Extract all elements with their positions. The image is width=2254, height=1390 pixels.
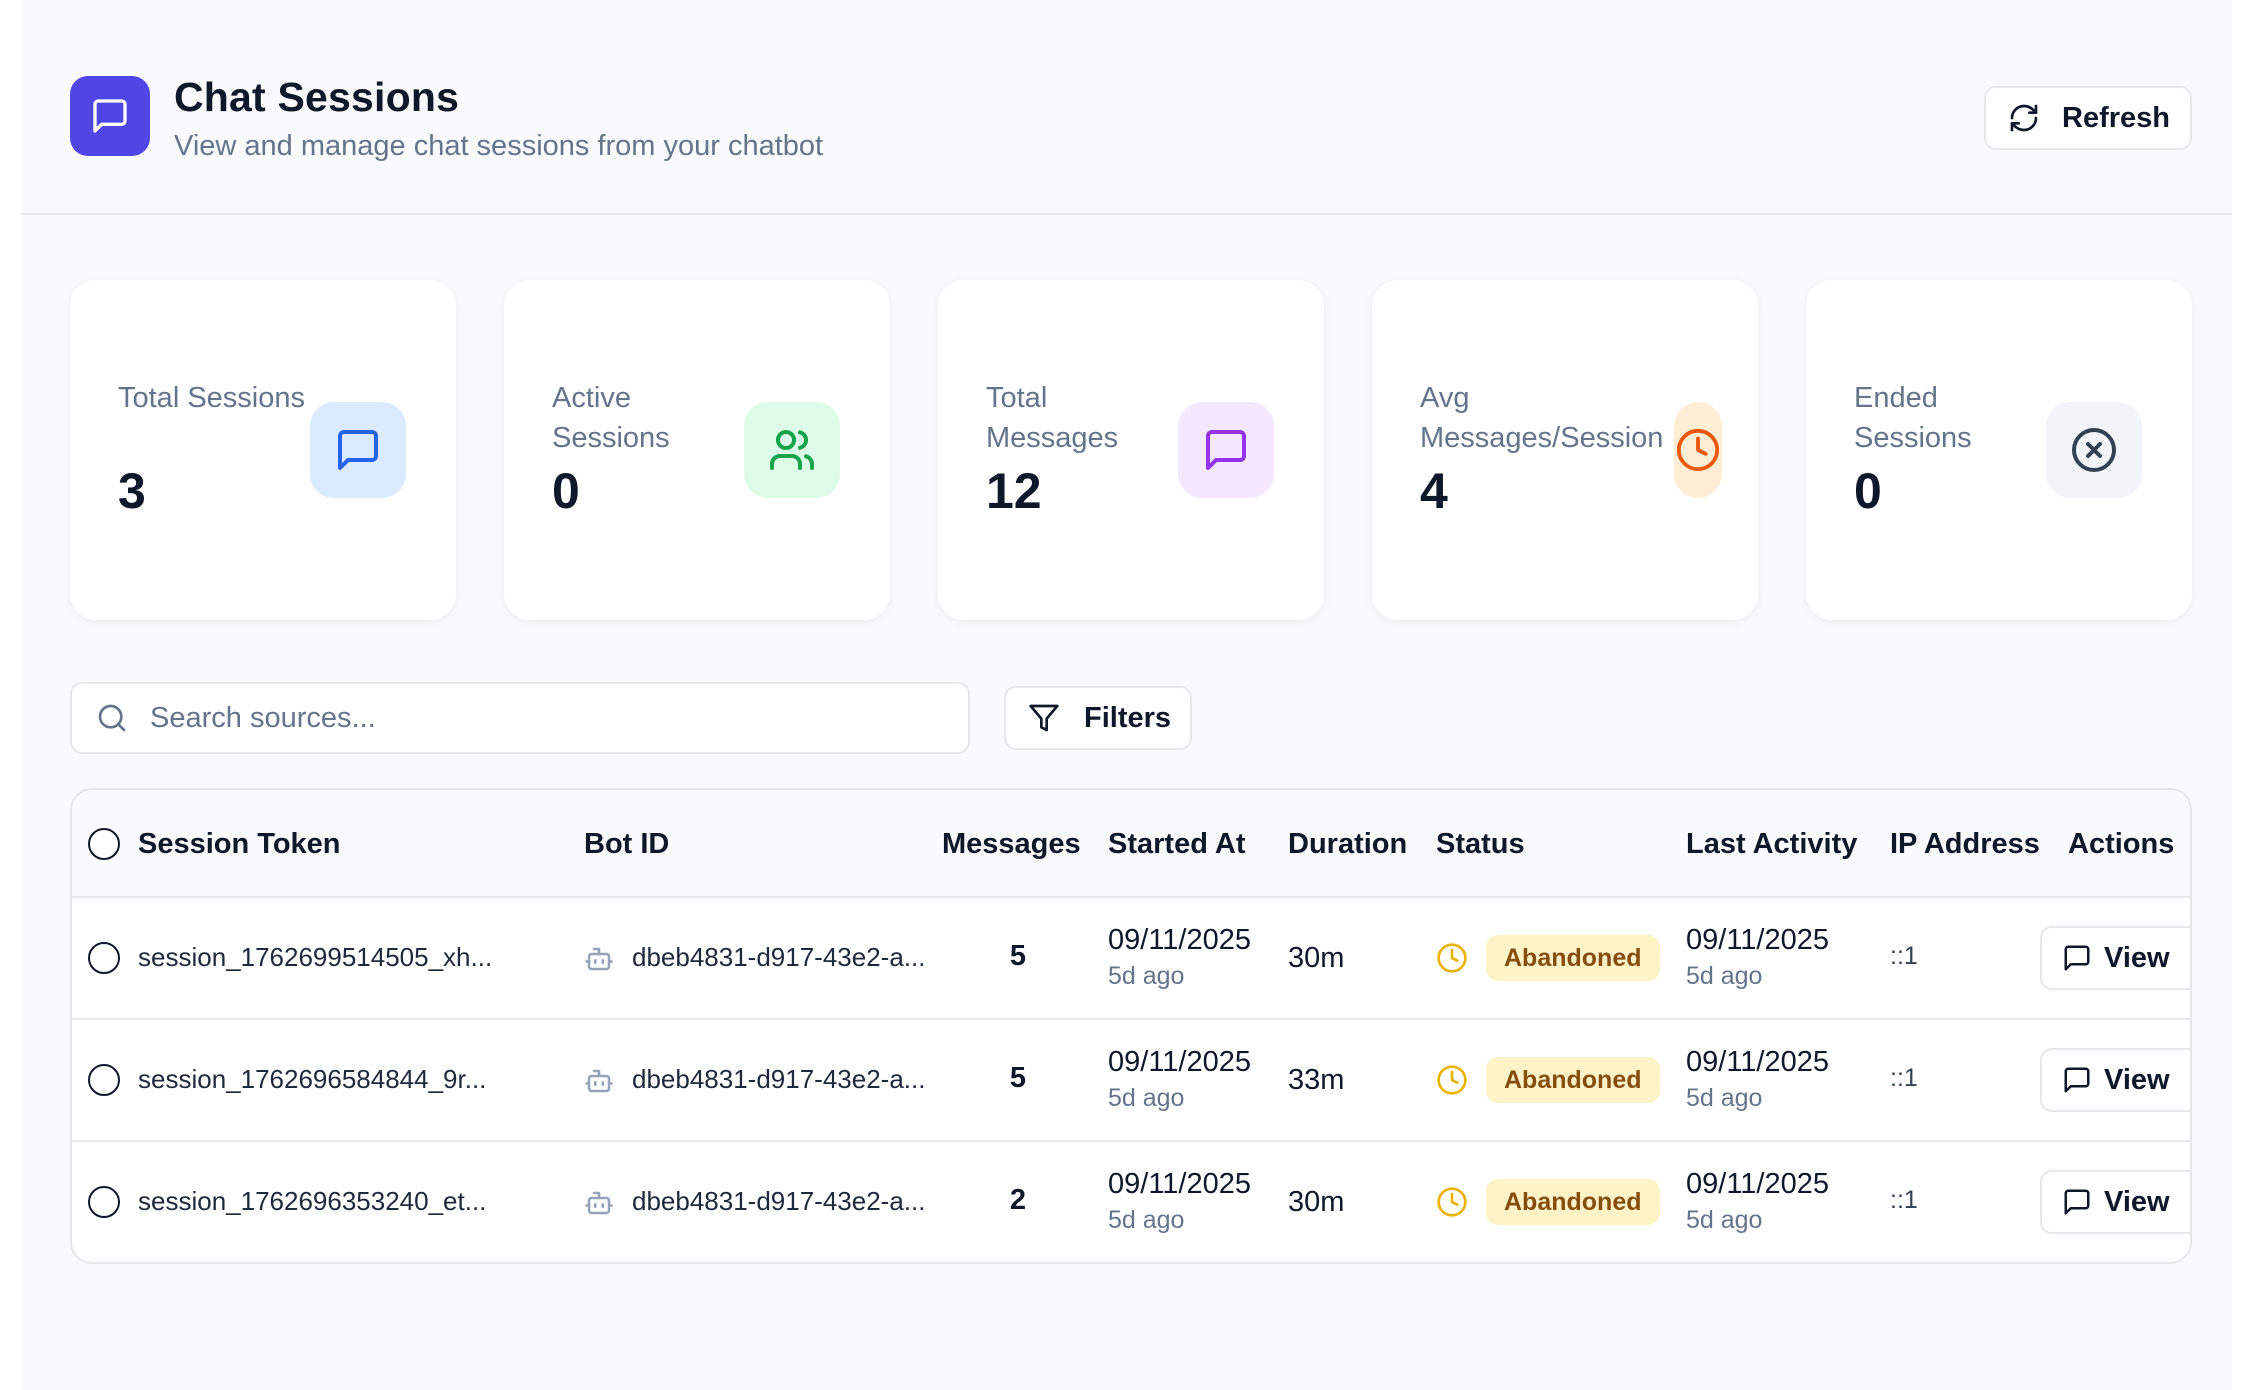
ip-address: ::1 bbox=[1890, 1064, 1918, 1092]
duration: 30m bbox=[1288, 1186, 1345, 1218]
col-started-at[interactable]: Started At bbox=[1108, 828, 1246, 860]
started-at: 09/11/2025 bbox=[1108, 1046, 1251, 1078]
stat-value: 0 bbox=[1854, 463, 1882, 519]
x-circle-icon bbox=[2046, 402, 2142, 498]
started-relative: 5d ago bbox=[1108, 1084, 1185, 1112]
search-icon bbox=[96, 702, 128, 734]
col-ip-address[interactable]: IP Address bbox=[1890, 828, 2040, 860]
duration: 33m bbox=[1288, 1064, 1345, 1096]
col-duration[interactable]: Duration bbox=[1288, 828, 1408, 860]
message-count: 2 bbox=[1009, 1184, 1027, 1216]
last-activity: 09/11/2025 bbox=[1686, 924, 1829, 956]
session-token: session_1762696584844_9r... bbox=[138, 1064, 487, 1094]
sessions-table: Session Token Bot ID Messages Started At… bbox=[70, 788, 2192, 1264]
status-badge: Abandoned bbox=[1486, 1179, 1660, 1225]
started-relative: 5d ago bbox=[1108, 1206, 1185, 1234]
duration: 30m bbox=[1288, 942, 1345, 974]
last-activity-relative: 5d ago bbox=[1686, 962, 1763, 990]
page-title: Chat Sessions bbox=[174, 74, 460, 120]
stat-card-ended-sessions: Ended Sessions 0 bbox=[1806, 280, 2192, 620]
last-activity: 09/11/2025 bbox=[1686, 1168, 1829, 1200]
filters-button[interactable]: Filters bbox=[1004, 686, 1192, 750]
status-badge: Abandoned bbox=[1486, 935, 1660, 981]
stat-value: 12 bbox=[986, 463, 1042, 519]
row-checkbox[interactable] bbox=[88, 942, 120, 974]
message-square-icon bbox=[2062, 943, 2092, 973]
ip-address: ::1 bbox=[1890, 1186, 1918, 1214]
session-token: session_1762699514505_xh... bbox=[138, 942, 493, 972]
table-header: Session Token Bot ID Messages Started At… bbox=[72, 790, 2190, 898]
stat-label: Active Sessions bbox=[552, 382, 670, 454]
message-square-icon bbox=[2062, 1065, 2092, 1095]
page-subtitle: View and manage chat sessions from your … bbox=[174, 130, 824, 162]
stat-value: 0 bbox=[552, 463, 580, 519]
table-row[interactable]: session_1762699514505_xh... dbeb4831-d91… bbox=[72, 898, 2190, 1020]
col-session-token[interactable]: Session Token bbox=[138, 828, 341, 860]
users-icon bbox=[744, 402, 840, 498]
last-activity-relative: 5d ago bbox=[1686, 1206, 1763, 1234]
col-messages[interactable]: Messages bbox=[942, 828, 1081, 860]
stat-label: Ended Sessions bbox=[1854, 382, 1972, 454]
stat-label: Total Sessions bbox=[118, 382, 305, 414]
refresh-button[interactable]: Refresh bbox=[1984, 86, 2192, 150]
col-status[interactable]: Status bbox=[1436, 828, 1525, 860]
select-all-checkbox[interactable] bbox=[88, 828, 120, 860]
bot-id: dbeb4831-d917-43e2-a... bbox=[632, 942, 926, 972]
bot-icon bbox=[584, 1188, 614, 1218]
message-square-icon bbox=[1178, 402, 1274, 498]
bot-id: dbeb4831-d917-43e2-a... bbox=[632, 1186, 926, 1216]
bot-icon bbox=[584, 1066, 614, 1096]
stat-value: 3 bbox=[118, 463, 146, 519]
refresh-label: Refresh bbox=[2062, 101, 2170, 134]
last-activity-relative: 5d ago bbox=[1686, 1084, 1763, 1112]
status-badge: Abandoned bbox=[1486, 1057, 1660, 1103]
clock-icon bbox=[1674, 402, 1722, 498]
message-count: 5 bbox=[1009, 940, 1027, 972]
last-activity: 09/11/2025 bbox=[1686, 1046, 1829, 1078]
refresh-icon bbox=[2008, 102, 2040, 134]
filter-icon bbox=[1028, 702, 1060, 734]
clock-icon bbox=[1436, 1064, 1468, 1096]
stat-card-active-sessions: Active Sessions 0 bbox=[504, 280, 890, 620]
col-bot-id[interactable]: Bot ID bbox=[584, 828, 670, 860]
bot-id: dbeb4831-d917-43e2-a... bbox=[632, 1064, 926, 1094]
message-count: 5 bbox=[1009, 1062, 1027, 1094]
page-header: Chat Sessions View and manage chat sessi… bbox=[22, 0, 2232, 215]
view-label: View bbox=[2104, 941, 2170, 974]
table-row[interactable]: session_1762696353240_et... dbeb4831-d91… bbox=[72, 1142, 2190, 1262]
app-root: Chat Sessions View and manage chat sessi… bbox=[22, 0, 2232, 1390]
bot-icon bbox=[584, 944, 614, 974]
stat-label: Avg Messages/Session bbox=[1420, 382, 1664, 454]
session-token: session_1762696353240_et... bbox=[138, 1186, 487, 1216]
row-checkbox[interactable] bbox=[88, 1064, 120, 1096]
stat-label: Total Messages bbox=[986, 382, 1119, 454]
started-relative: 5d ago bbox=[1108, 962, 1185, 990]
clock-icon bbox=[1436, 1186, 1468, 1218]
row-checkbox[interactable] bbox=[88, 1186, 120, 1218]
stat-card-avg-messages: Avg Messages/Session 4 bbox=[1372, 280, 1758, 620]
message-square-icon bbox=[2062, 1187, 2092, 1217]
col-actions: Actions bbox=[2068, 828, 2175, 860]
started-at: 09/11/2025 bbox=[1108, 924, 1251, 956]
ip-address: ::1 bbox=[1890, 942, 1918, 970]
table-row[interactable]: session_1762696584844_9r... dbeb4831-d91… bbox=[72, 1020, 2190, 1142]
stat-value: 4 bbox=[1420, 463, 1448, 519]
view-button[interactable]: View bbox=[2040, 926, 2190, 990]
stat-card-total-messages: Total Messages 12 bbox=[938, 280, 1324, 620]
col-last-activity[interactable]: Last Activity bbox=[1686, 828, 1858, 860]
view-label: View bbox=[2104, 1063, 2170, 1096]
view-label: View bbox=[2104, 1185, 2170, 1218]
filters-label: Filters bbox=[1084, 701, 1172, 734]
chat-bubble-icon bbox=[70, 76, 150, 156]
started-at: 09/11/2025 bbox=[1108, 1168, 1251, 1200]
search-input[interactable] bbox=[150, 701, 930, 735]
message-square-icon bbox=[310, 402, 406, 498]
clock-icon bbox=[1436, 942, 1468, 974]
view-button[interactable]: View bbox=[2040, 1170, 2190, 1234]
search-box[interactable] bbox=[70, 682, 970, 754]
stat-card-total-sessions: Total Sessions 3 bbox=[70, 280, 456, 620]
view-button[interactable]: View bbox=[2040, 1048, 2190, 1112]
